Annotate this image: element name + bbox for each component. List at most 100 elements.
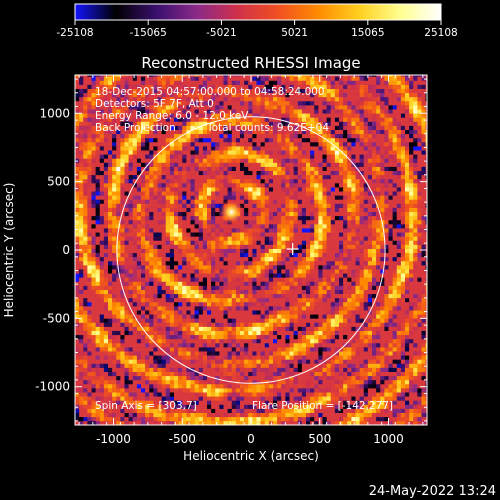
heatmap-cell (252, 117, 257, 122)
heatmap-cell (277, 301, 282, 307)
heatmap-cell (149, 100, 154, 106)
heatmap-cell (252, 388, 257, 393)
heatmap-cell (157, 322, 162, 327)
colorbar-tick-label: 5021 (281, 27, 308, 39)
heatmap-cell (87, 326, 92, 331)
heatmap-cell (293, 92, 299, 98)
heatmap-cell (174, 248, 179, 254)
heatmap-cell (227, 146, 233, 151)
heatmap-cell (252, 416, 257, 422)
heatmap-cell (145, 133, 150, 139)
heatmap-cell (297, 125, 303, 130)
heatmap-cell (149, 117, 154, 122)
heatmap-cell (116, 207, 121, 213)
heatmap-cell (178, 301, 183, 307)
heatmap-cell (289, 195, 294, 200)
heatmap-cell (310, 113, 315, 118)
heatmap-cell (141, 141, 146, 147)
heatmap-cell (141, 248, 146, 254)
heatmap-cell (99, 88, 105, 94)
heatmap-cell (194, 322, 200, 327)
heatmap-cell (248, 244, 253, 249)
heatmap-cell (231, 281, 237, 286)
heatmap-cell (108, 191, 113, 196)
heatmap-cell (91, 273, 96, 278)
heatmap-cell (219, 310, 224, 315)
heatmap-cell (157, 100, 162, 106)
heatmap-cell (289, 334, 294, 340)
heatmap-cell (211, 219, 216, 225)
heatmap-cell (248, 117, 253, 122)
heatmap-cell (277, 236, 282, 241)
heatmap-cell (91, 310, 96, 315)
heatmap-cell (223, 408, 228, 413)
heatmap-cell (227, 322, 233, 327)
heatmap-cell (182, 301, 187, 307)
heatmap-cell (194, 404, 200, 409)
heatmap-cell (186, 289, 191, 295)
heatmap-cell (293, 137, 299, 143)
heatmap-cell (120, 388, 125, 393)
heatmap-cell (75, 84, 80, 89)
heatmap-cell (223, 158, 228, 163)
heatmap-cell (108, 379, 113, 385)
heatmap-cell (124, 166, 129, 171)
heatmap-cell (174, 363, 179, 368)
heatmap-cell (136, 162, 142, 167)
heatmap-cell (289, 215, 294, 221)
heatmap-cell (116, 388, 121, 393)
heatmap-cell (165, 400, 171, 405)
heatmap-cell (182, 416, 187, 422)
heatmap-cell (120, 273, 125, 278)
heatmap-cell (194, 228, 200, 233)
heatmap-cell (260, 318, 266, 323)
heatmap-cell (215, 125, 220, 130)
heatmap-cell (108, 281, 113, 286)
heatmap-cell (178, 375, 183, 381)
heatmap-cell (277, 187, 282, 192)
heatmap-cell (231, 232, 237, 237)
heatmap-cell (132, 367, 138, 372)
heatmap-cell (310, 301, 315, 307)
heatmap-cell (227, 248, 233, 254)
heatmap-cell (186, 92, 191, 98)
heatmap-cell (289, 141, 294, 147)
heatmap-cell (128, 187, 134, 192)
heatmap-cell (87, 359, 92, 364)
heatmap-cell (161, 121, 167, 126)
heatmap-cell (79, 248, 84, 254)
heatmap-cell (99, 318, 105, 323)
heatmap-cell (215, 76, 220, 81)
heatmap-cell (174, 260, 179, 266)
heatmap-cell (240, 228, 245, 233)
heatmap-cell (310, 310, 315, 315)
heatmap-cell (268, 240, 274, 245)
heatmap-cell (174, 289, 179, 295)
heatmap-cell (268, 88, 274, 94)
heatmap-cell (132, 162, 138, 167)
heatmap-cell (219, 289, 224, 295)
heatmap-cell (211, 293, 216, 299)
heatmap-cell (219, 121, 224, 126)
heatmap-cell (285, 277, 290, 282)
heatmap-cell (87, 113, 92, 118)
heatmap-cell (83, 125, 88, 130)
heatmap-cell (87, 162, 92, 167)
heatmap-cell (223, 326, 228, 331)
heatmap-cell (79, 289, 84, 295)
heatmap-cell (281, 375, 286, 381)
heatmap-cell (231, 269, 237, 274)
heatmap-cell (248, 113, 253, 118)
heatmap-cell (310, 240, 315, 245)
heatmap-cell (235, 96, 241, 102)
heatmap-cell (260, 211, 266, 217)
heatmap-cell (174, 125, 179, 130)
heatmap-cell (141, 215, 146, 221)
heatmap-cell (256, 277, 261, 282)
heatmap-cell (248, 322, 253, 327)
heatmap-cell (141, 211, 146, 217)
heatmap-cell (273, 141, 278, 147)
heatmap-cell (165, 96, 171, 102)
heatmap-cell (264, 248, 270, 254)
heatmap-cell (306, 133, 311, 139)
